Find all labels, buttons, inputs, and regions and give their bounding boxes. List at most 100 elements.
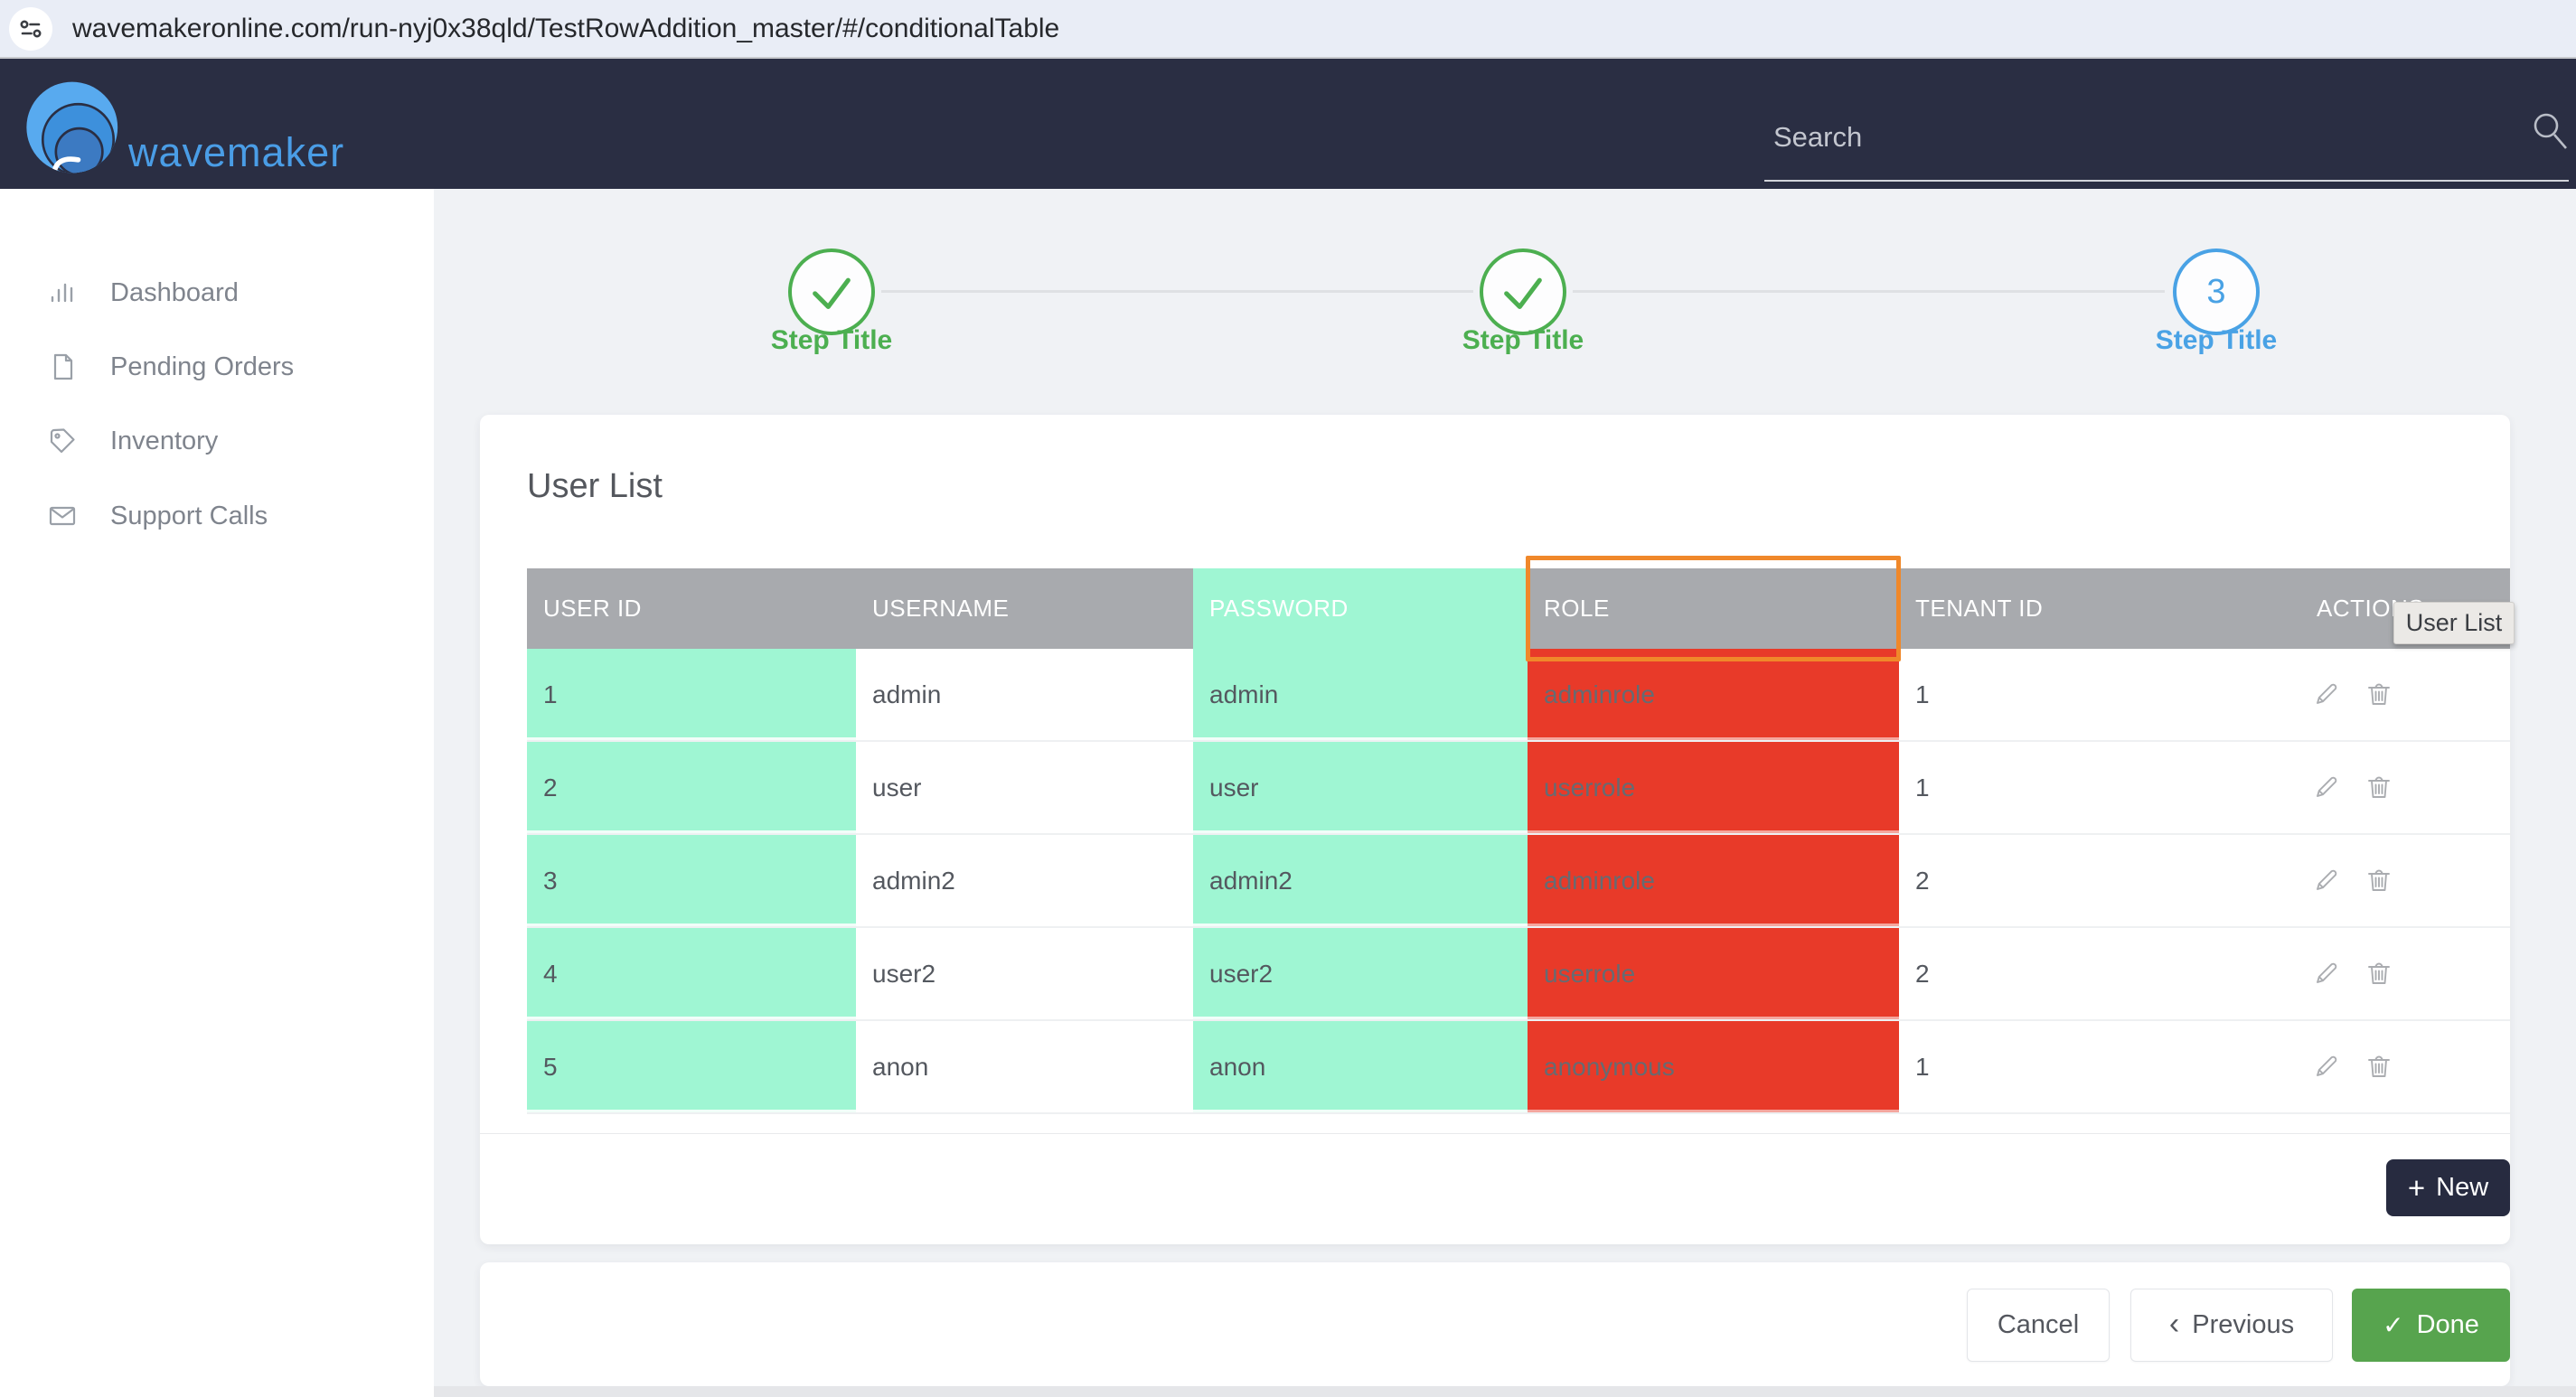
cell-user-id: 3: [527, 835, 856, 926]
cell-tenant-id: 2: [1915, 959, 1930, 988]
search-underline: [1764, 180, 2569, 182]
step-connector: [1573, 290, 2165, 293]
search-icon[interactable]: [2529, 109, 2571, 151]
table-row[interactable]: 3 admin2 admin2 adminrole 2: [527, 835, 2510, 928]
cancel-button[interactable]: Cancel: [1967, 1289, 2110, 1362]
col-header-tenant-id[interactable]: TENANT ID: [1899, 568, 2300, 649]
cell-password: admin2: [1193, 835, 1528, 926]
wizard-step-2-label: Step Title: [1462, 325, 1584, 355]
cell-actions: [2300, 928, 2510, 1019]
col-header-role[interactable]: ROLE: [1528, 568, 1899, 649]
trash-icon: [2368, 1055, 2390, 1077]
edit-row-button[interactable]: [2311, 865, 2342, 897]
cell-tenant-id: 2: [1915, 866, 1930, 895]
cell-user-id: 4: [527, 928, 856, 1019]
delete-row-button[interactable]: [2364, 1051, 2394, 1083]
pencil-icon: [2317, 776, 2337, 797]
step-number: 3: [2206, 272, 2226, 311]
header-search: [1764, 86, 2569, 185]
done-label: Done: [2416, 1310, 2479, 1339]
delete-row-button[interactable]: [2364, 958, 2394, 990]
table-row[interactable]: 1 admin admin adminrole 1: [527, 649, 2510, 742]
sidebar-item-pending-orders[interactable]: Pending Orders: [0, 344, 434, 389]
cell-username: admin2: [872, 866, 955, 895]
tune-icon: [20, 20, 42, 38]
site-settings-icon[interactable]: [9, 7, 52, 51]
previous-button[interactable]: ‹ Previous: [2130, 1289, 2333, 1362]
sidebar-item-label: Pending Orders: [110, 352, 295, 381]
delete-row-button[interactable]: [2364, 772, 2394, 804]
user-list-tooltip: User List: [2393, 602, 2515, 644]
check-icon: ✓: [2383, 1311, 2404, 1339]
edit-row-button[interactable]: [2311, 1051, 2342, 1083]
new-button-label: New: [2436, 1173, 2489, 1202]
pencil-icon: [2317, 869, 2337, 890]
delete-row-button[interactable]: [2364, 679, 2394, 711]
table-row[interactable]: 2 user user userrole 1: [527, 742, 2510, 835]
trash-icon: [2368, 962, 2390, 984]
sidebar-item-label: Inventory: [110, 426, 219, 455]
wavemaker-logo-icon: [26, 81, 118, 173]
sidebar-nav: Dashboard Pending Orders Inventory: [0, 189, 434, 1397]
cell-password: user: [1193, 742, 1528, 833]
cell-password: user2: [1193, 928, 1528, 1019]
edit-row-button[interactable]: [2311, 958, 2342, 990]
cell-user-id: 1: [527, 649, 856, 740]
wizard-step-3-circle[interactable]: 3: [2173, 248, 2260, 335]
trash-icon: [2368, 776, 2390, 798]
document-icon: [53, 353, 73, 380]
wizard-step-2-circle[interactable]: [1480, 248, 1566, 335]
sidebar-item-support-calls[interactable]: Support Calls: [0, 493, 434, 539]
edit-row-button[interactable]: [2311, 772, 2342, 804]
new-button[interactable]: + New: [2386, 1159, 2510, 1216]
check-icon: [813, 277, 851, 310]
sidebar-item-label: Support Calls: [110, 501, 268, 530]
table-row[interactable]: 5 anon anon anonymous 1: [527, 1021, 2510, 1114]
sidebar-item-label: Dashboard: [110, 277, 239, 307]
bottom-strip: [434, 1386, 2576, 1397]
cell-username: user: [872, 773, 922, 802]
previous-label: Previous: [2192, 1310, 2295, 1339]
user-table: USER ID USERNAME PASSWORD ROLE TENANT ID…: [527, 568, 2510, 1114]
wizard-actions-panel: Cancel ‹ Previous ✓ Done: [480, 1262, 2510, 1386]
bar-chart-icon: [51, 283, 73, 303]
cell-actions: [2300, 742, 2510, 833]
col-header-user-id[interactable]: USER ID: [527, 568, 856, 649]
wizard-step-1-label: Step Title: [770, 325, 893, 355]
sidebar-item-dashboard[interactable]: Dashboard: [0, 270, 434, 315]
cell-actions: [2300, 1021, 2510, 1112]
envelope-icon: [49, 506, 76, 526]
cell-role: adminrole: [1528, 649, 1899, 740]
pencil-icon: [2317, 1055, 2337, 1076]
table-footer-divider: [480, 1133, 2510, 1134]
cell-username: admin: [872, 680, 942, 708]
plus-icon: +: [2407, 1170, 2426, 1205]
cell-actions: [2300, 649, 2510, 740]
wizard-step-1-circle[interactable]: [788, 248, 875, 335]
step-connector: [881, 290, 1473, 293]
sidebar-item-inventory[interactable]: Inventory: [0, 418, 434, 464]
url-text[interactable]: wavemakeronline.com/run-nyj0x38qld/TestR…: [72, 14, 1060, 43]
edit-row-button[interactable]: [2311, 679, 2342, 711]
col-header-password[interactable]: PASSWORD: [1193, 568, 1528, 649]
app-header: wavemaker: [0, 59, 2576, 189]
delete-row-button[interactable]: [2364, 865, 2394, 897]
browser-address-bar[interactable]: wavemakeronline.com/run-nyj0x38qld/TestR…: [0, 0, 2576, 59]
cell-username: user2: [872, 959, 936, 988]
table-row[interactable]: 4 user2 user2 userrole 2: [527, 928, 2510, 1021]
cell-role: userrole: [1528, 928, 1899, 1019]
done-button[interactable]: ✓ Done: [2352, 1289, 2510, 1362]
cell-username: anon: [872, 1052, 929, 1081]
check-icon: [1504, 277, 1542, 310]
wizard-step-3-label: Step Title: [2155, 325, 2278, 355]
search-input[interactable]: [1772, 111, 2462, 164]
tag-icon: [50, 428, 75, 454]
chevron-left-icon: ‹: [2168, 1306, 2180, 1341]
col-header-username[interactable]: USERNAME: [856, 568, 1193, 649]
cell-tenant-id: 1: [1915, 680, 1930, 708]
cell-tenant-id: 1: [1915, 773, 1930, 802]
cell-role: userrole: [1528, 742, 1899, 833]
cell-actions: [2300, 835, 2510, 926]
panel-title: User List: [527, 467, 663, 505]
